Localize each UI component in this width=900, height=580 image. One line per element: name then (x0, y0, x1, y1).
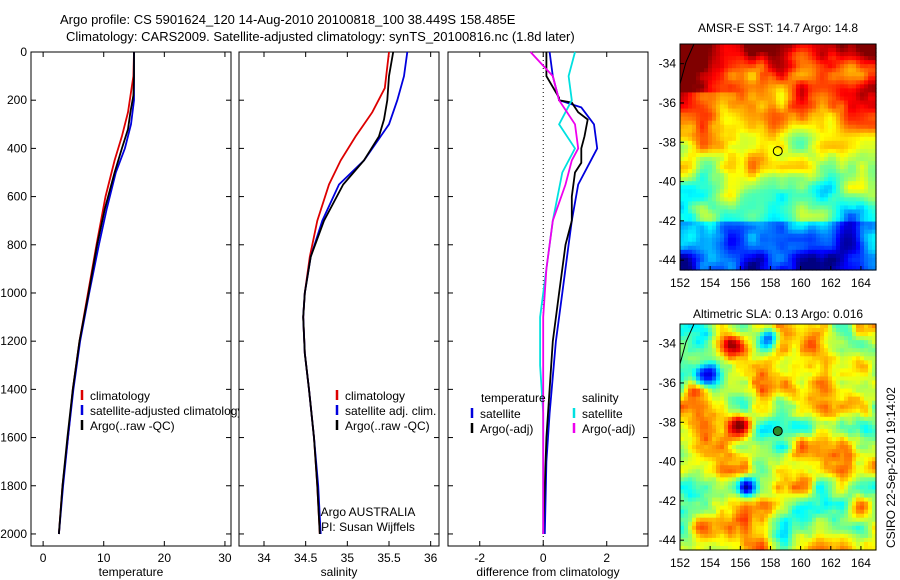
map-frame (679, 43, 877, 271)
y-tick-label: 600 (7, 190, 27, 204)
x-tick-label: 10 (97, 551, 111, 565)
series-line-argo-raw-qc- (302, 51, 395, 535)
x-tick-label: 34.5 (294, 551, 318, 565)
y-tick-label: 0 (20, 45, 27, 59)
legend-title: temperature (481, 391, 546, 405)
legend-label: satellite (582, 407, 623, 421)
x-tick-label: 0 (40, 551, 47, 565)
legend-title: salinity (582, 391, 619, 405)
x-tick-label: 152 (670, 556, 690, 570)
plot-frame (447, 51, 649, 547)
x-tick-label: 30 (218, 551, 232, 565)
x-tick-label: 162 (821, 556, 841, 570)
y-tick-label: 1800 (0, 479, 27, 493)
y-tick-label: -34 (659, 337, 677, 351)
figure-title-line2: Climatology: CARS2009. Satellite-adjuste… (66, 29, 575, 44)
y-tick-label: -42 (659, 494, 677, 508)
map-raster (680, 324, 877, 551)
x-axis-label: salinity (321, 565, 358, 579)
y-tick-label: 1000 (0, 286, 27, 300)
annotation-line: PI: Susan Wijffels (321, 520, 415, 534)
map-sst_map: AMSR-E SST: 14.7 Argo: 14.8 152 154 156 158 1… (659, 21, 877, 290)
legend-label: Argo(..raw -QC) (345, 419, 430, 433)
x-tick-label: 156 (730, 276, 750, 290)
coastline (679, 323, 695, 365)
map-sla_map: Altimetric SLA: 0.13 Argo: 0.016 152 154 15… (659, 307, 877, 570)
y-tick-label: 1400 (0, 382, 27, 396)
figure-title-line1: Argo profile: CS 5901624_120 14-Aug-2010… (60, 12, 516, 27)
argo-position-marker (772, 146, 783, 157)
map-title: Altimetric SLA: 0.13 Argo: 0.016 (693, 307, 863, 321)
y-tick-label: -34 (659, 57, 677, 71)
x-tick-label: 20 (158, 551, 172, 565)
y-tick-label: -38 (659, 415, 677, 429)
argo-position-marker (772, 426, 783, 437)
y-tick-label: -36 (659, 96, 677, 110)
y-tick-label: 2000 (0, 527, 27, 541)
x-tick-label: 164 (851, 556, 871, 570)
x-tick-label: 164 (851, 276, 871, 290)
x-tick-label: 35 (341, 551, 355, 565)
map-raster (680, 44, 877, 271)
y-tick-label: 1600 (0, 431, 27, 445)
x-tick-label: 162 (821, 276, 841, 290)
y-tick-label: 200 (7, 93, 27, 107)
x-tick-label: 160 (791, 276, 811, 290)
plot-frame (238, 51, 440, 547)
legend-label: Argo(..raw -QC) (90, 419, 175, 433)
panel-salinity: 34 34.5 35 35.5 36 salinity climatologysatelli… (238, 51, 440, 579)
y-tick-label: -38 (659, 135, 677, 149)
x-tick-label: 154 (700, 276, 720, 290)
legend-label: climatology (345, 389, 405, 403)
x-tick-label: 34 (257, 551, 271, 565)
y-tick-label: -42 (659, 214, 677, 228)
y-tick-label: 800 (7, 238, 27, 252)
series-line-salinity-argo-adj- (529, 51, 580, 534)
x-tick-label: 35.5 (377, 551, 401, 565)
y-tick-label: -40 (659, 175, 677, 189)
map-title: AMSR-E SST: 14.7 Argo: 14.8 (698, 21, 858, 35)
x-tick-label: 154 (700, 556, 720, 570)
x-tick-label: 156 (730, 556, 750, 570)
x-tick-label: 2 (603, 551, 610, 565)
x-tick-label: 160 (791, 556, 811, 570)
legend-label: climatology (90, 389, 150, 403)
series-line-argo-raw-qc- (58, 52, 135, 535)
y-tick-label: 400 (7, 141, 27, 155)
y-tick-label: -36 (659, 376, 677, 390)
x-tick-label: 158 (760, 556, 780, 570)
legend-label: satellite-adjusted climatology (90, 404, 243, 418)
x-tick-label: 152 (670, 276, 690, 290)
annotation-line: Argo AUSTRALIA (321, 505, 416, 519)
y-tick-label: -40 (659, 455, 677, 469)
legend-label: Argo(-adj) (582, 422, 635, 436)
x-tick-label: 36 (424, 551, 438, 565)
y-tick-label: 1200 (0, 334, 27, 348)
series-line-temperature-satellite (543, 51, 599, 535)
x-tick-label: -2 (474, 551, 485, 565)
coastline (679, 43, 695, 85)
map-frame (679, 323, 877, 551)
x-axis-label: difference from climatology (476, 565, 619, 579)
panel-temperature: 0 10 20 30 0 200 400 600 800 1000 1200 1400 1600 1800… (0, 45, 243, 579)
series-line-temperature-argo-adj- (542, 52, 589, 535)
legend-label: satellite (480, 407, 521, 421)
y-tick-label: -44 (659, 533, 677, 547)
x-tick-label: 158 (760, 276, 780, 290)
y-tick-label: -44 (659, 253, 677, 267)
legend-label: satellite adj. clim. (345, 404, 436, 418)
x-tick-label: 0 (540, 551, 547, 565)
legend-label: Argo(-adj) (480, 422, 533, 436)
x-axis-label: temperature (99, 565, 164, 579)
